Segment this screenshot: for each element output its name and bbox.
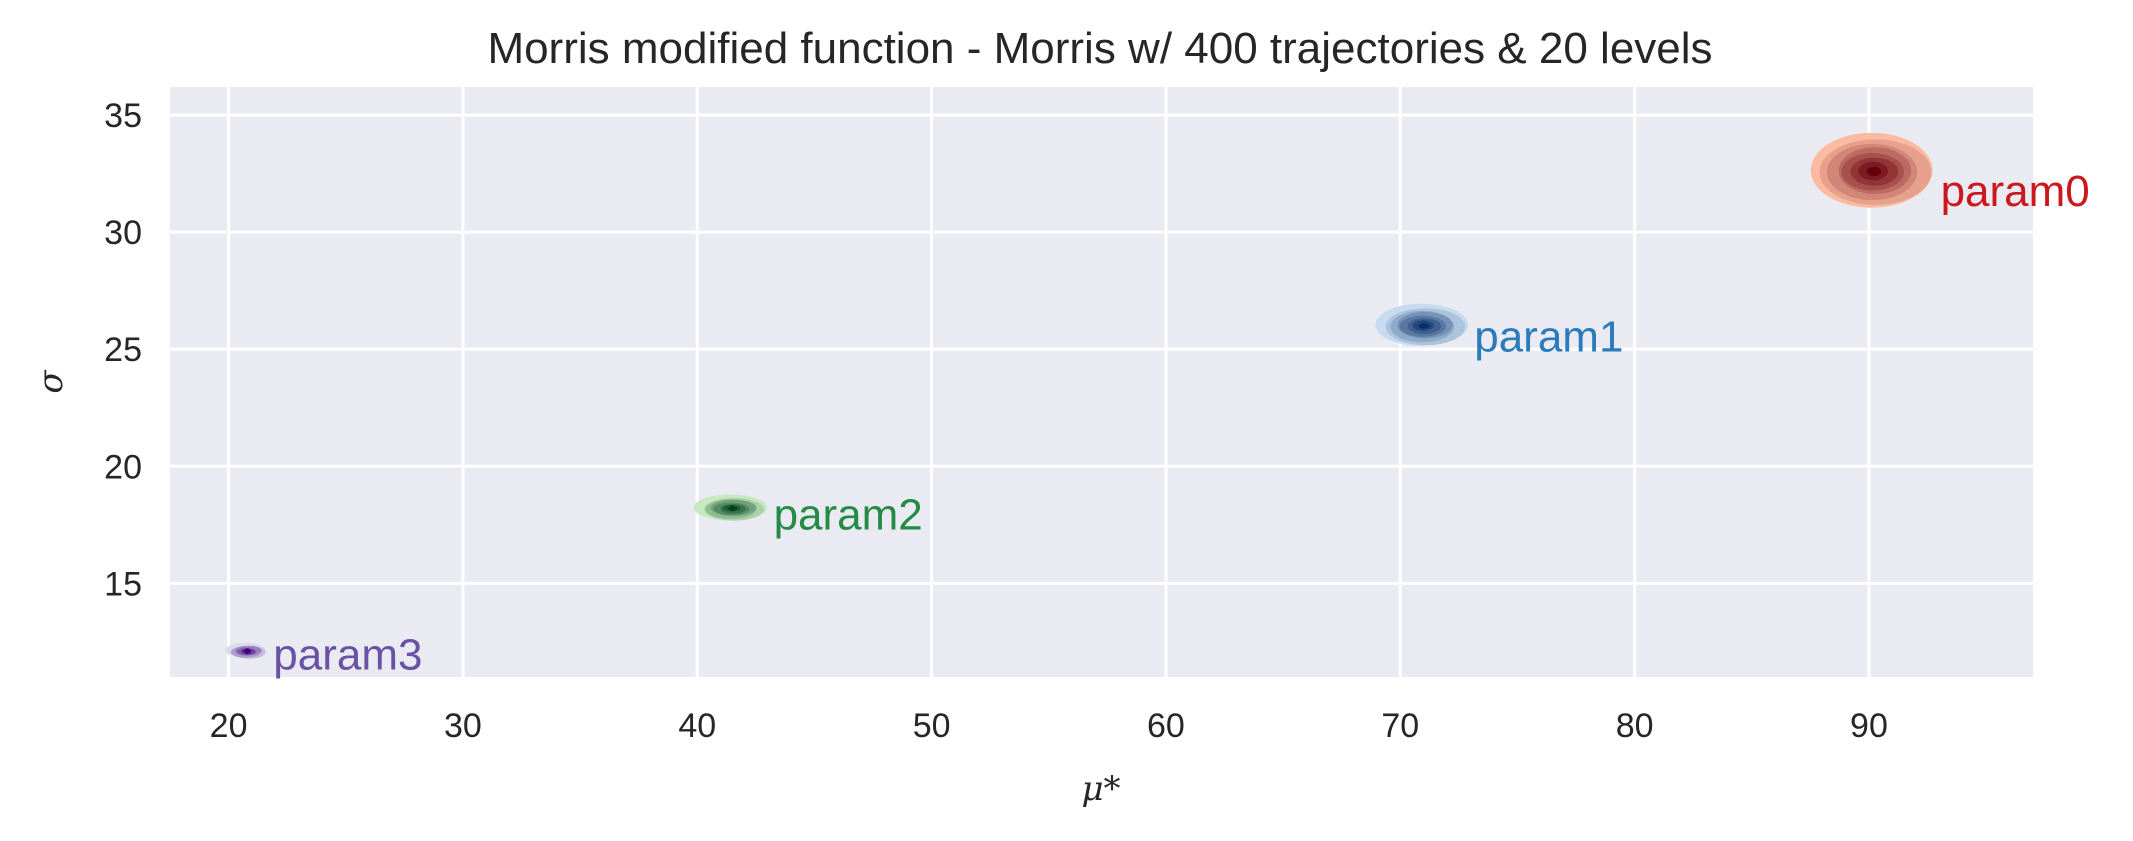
y-tick-label: 25 — [104, 331, 142, 369]
density-blob-param3 — [225, 642, 266, 659]
param-labels: param0 param1 param2 param3 — [273, 167, 2090, 679]
param-label-param2: param2 — [774, 491, 923, 540]
y-axis-label: σ — [31, 370, 71, 394]
x-tick-label: 30 — [444, 707, 482, 745]
y-tick-label: 30 — [104, 214, 142, 252]
param-label-param3: param3 — [273, 630, 422, 679]
tick-labels: 20 30 40 50 60 70 80 90 15 20 25 30 35 — [104, 97, 1888, 745]
x-tick-label: 70 — [1381, 707, 1419, 745]
density-blob-param1 — [1375, 303, 1469, 346]
density-peak — [729, 505, 736, 512]
param-label-param0: param0 — [1941, 167, 2090, 216]
density-peak — [1869, 166, 1879, 176]
y-tick-label: 15 — [104, 565, 142, 603]
x-tick-label: 20 — [210, 707, 248, 745]
x-tick-label: 40 — [678, 707, 716, 745]
x-tick-label: 90 — [1850, 707, 1888, 745]
x-tick-label: 50 — [913, 707, 951, 745]
y-tick-label: 20 — [104, 448, 142, 486]
density-peak — [244, 648, 251, 655]
x-tick-label: 80 — [1616, 707, 1654, 745]
x-axis-label: μ* — [1081, 769, 1120, 809]
x-tick-label: 60 — [1147, 707, 1185, 745]
density-blob-param2 — [693, 494, 768, 521]
param-label-param1: param1 — [1474, 312, 1623, 361]
density-blob-param0 — [1810, 132, 1933, 208]
grid — [170, 87, 2033, 677]
y-tick-label: 35 — [104, 97, 142, 135]
density-contours — [225, 132, 1933, 659]
plot-area — [170, 87, 2033, 677]
density-peak — [1420, 322, 1427, 329]
chart-title: Morris modified function - Morris w/ 400… — [487, 24, 1712, 73]
